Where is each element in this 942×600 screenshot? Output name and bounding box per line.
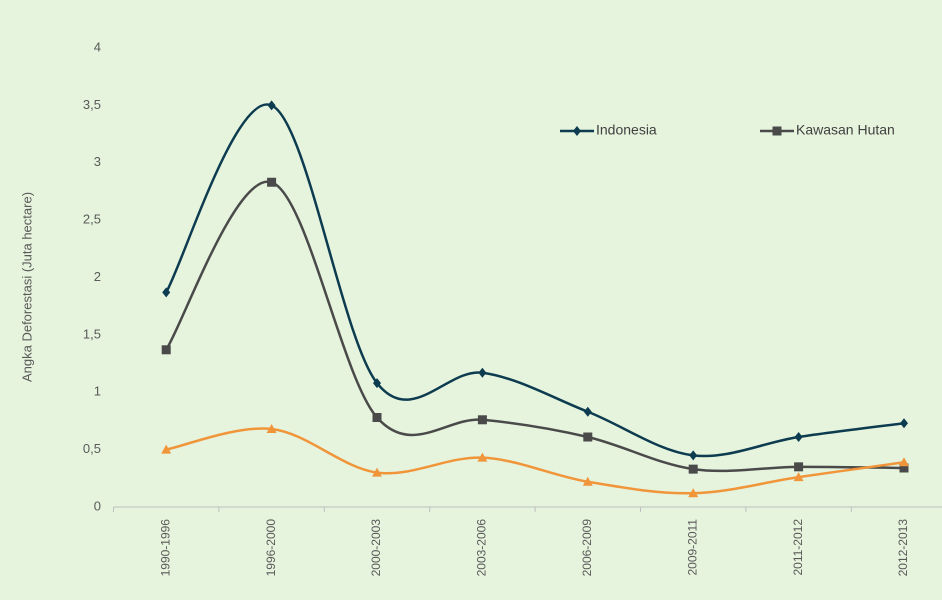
marker	[689, 450, 698, 461]
x-tick-label: 2006-2009	[580, 519, 594, 577]
marker	[793, 472, 804, 482]
marker	[582, 476, 593, 486]
marker	[372, 467, 382, 477]
marker	[266, 423, 277, 433]
x-tick-label: 2003-2006	[475, 519, 489, 577]
marker	[899, 463, 909, 473]
legend-marker	[772, 126, 782, 136]
marker	[267, 177, 277, 187]
y-tick-label: 3	[94, 154, 101, 169]
marker	[162, 287, 171, 298]
legend-label: Indonesia	[596, 122, 657, 138]
marker	[477, 452, 488, 462]
marker	[267, 100, 276, 111]
marker	[794, 432, 803, 443]
y-tick-label: 3,5	[83, 97, 101, 112]
marker	[899, 457, 909, 467]
legend-marker	[573, 126, 581, 136]
marker	[583, 432, 593, 442]
y-tick-label: 4	[94, 39, 101, 54]
y-tick-label: 0	[94, 498, 101, 513]
legend-label: Kawasan Hutan	[796, 122, 895, 138]
marker	[478, 367, 487, 378]
marker	[794, 462, 804, 472]
x-tick-label: 1996-2000	[264, 519, 278, 577]
y-tick-label: 1,5	[83, 326, 101, 341]
marker	[373, 378, 381, 389]
marker	[900, 418, 908, 429]
x-tick-label: 2009-2011	[685, 519, 699, 576]
x-tick-label: 1990-1996	[158, 519, 172, 577]
marker	[477, 415, 487, 425]
marker	[688, 488, 699, 498]
marker	[372, 412, 382, 422]
y-tick-label: 2	[94, 269, 101, 284]
series-line	[165, 427, 905, 495]
marker	[583, 406, 592, 417]
x-tick-label: 2012-2013	[896, 519, 910, 577]
y-axis-label: Angka Deforestasi (Juta hectare)	[19, 192, 34, 382]
x-tick-label: 2011-2012	[791, 519, 805, 576]
y-tick-label: 0,5	[83, 441, 101, 456]
marker	[161, 444, 172, 454]
marker	[688, 464, 698, 474]
x-tick-label: 2000-2003	[369, 519, 383, 577]
y-tick-label: 2,5	[83, 212, 101, 227]
y-tick-label: 1	[94, 384, 101, 399]
marker	[161, 345, 171, 355]
